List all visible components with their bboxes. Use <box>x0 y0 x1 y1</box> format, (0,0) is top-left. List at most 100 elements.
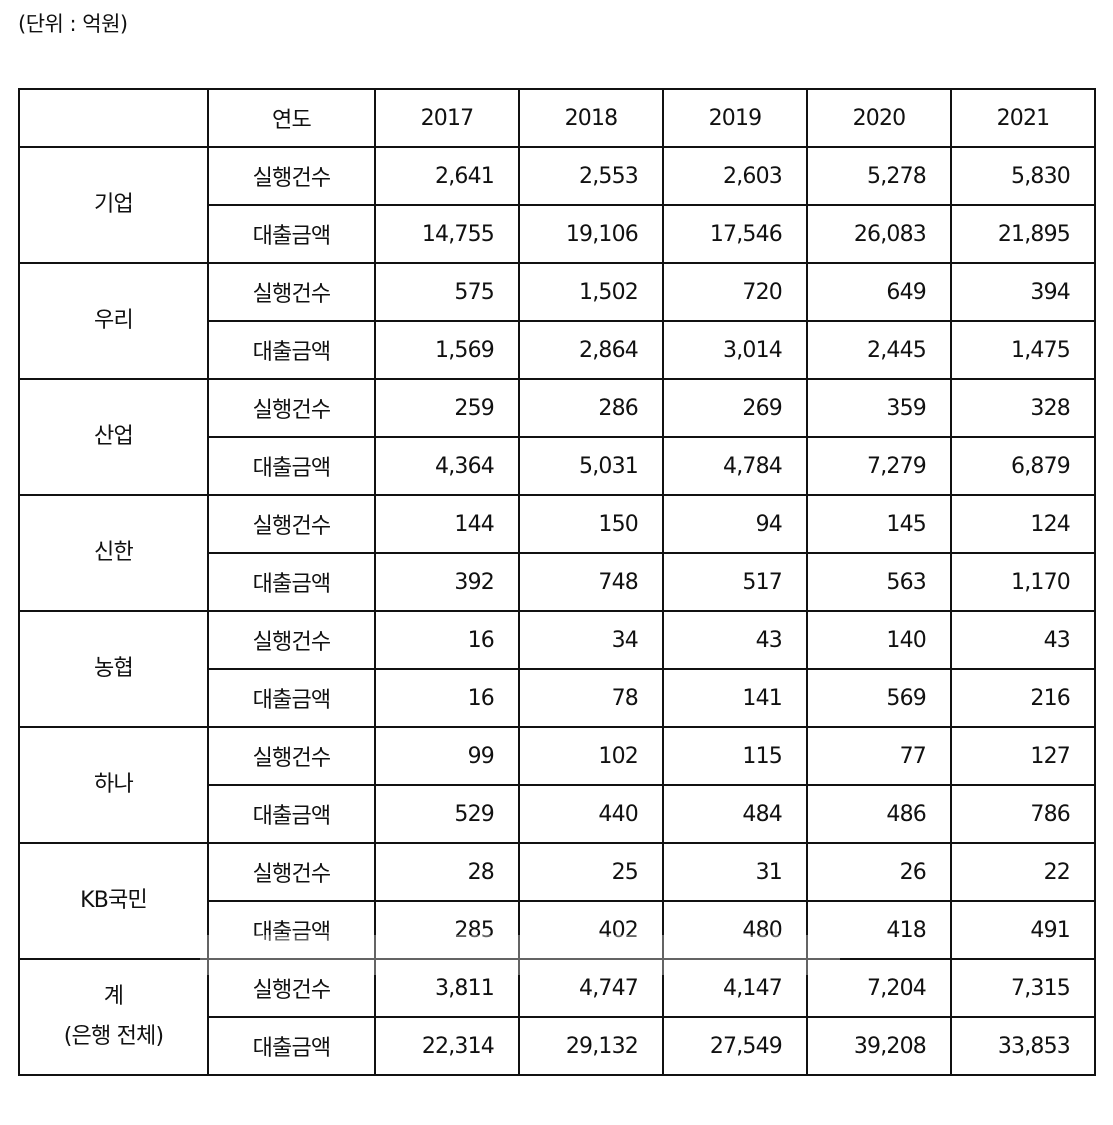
bank-name-cell: 기업 <box>18 146 209 264</box>
value-cell: 720 <box>662 262 808 322</box>
bank-name: 우리 <box>94 308 134 333</box>
value-cell: 529 <box>374 784 520 844</box>
value-cell: 517 <box>662 552 808 612</box>
value-cell: 259 <box>374 378 520 438</box>
value-cell: 26,083 <box>806 204 952 264</box>
value-cell: 22,314 <box>374 1016 520 1076</box>
bank-name-subtitle: (은행 전체) <box>63 1024 164 1049</box>
table-row: 대출금액 1,569 2,864 3,014 2,445 1,475 <box>19 320 1096 380</box>
value-cell: 569 <box>806 668 952 728</box>
metric-label: 실행건수 <box>207 842 376 902</box>
value-cell: 150 <box>518 494 664 554</box>
value-cell: 94 <box>662 494 808 554</box>
value-cell: 14,755 <box>374 204 520 264</box>
value-cell: 4,364 <box>374 436 520 496</box>
value-cell: 31 <box>662 842 808 902</box>
corner-cell <box>18 88 209 148</box>
value-cell: 145 <box>806 494 952 554</box>
value-cell: 5,278 <box>806 146 952 206</box>
value-cell: 7,204 <box>806 958 952 1018</box>
metric-label: 대출금액 <box>207 320 376 380</box>
metric-label: 실행건수 <box>207 958 376 1018</box>
value-cell: 440 <box>518 784 664 844</box>
value-cell: 7,315 <box>950 958 1096 1018</box>
metric-label: 대출금액 <box>207 204 376 264</box>
value-cell: 127 <box>950 726 1096 786</box>
table-row: 대출금액 529 440 484 486 786 <box>19 784 1096 844</box>
unit-label: (단위 : 억원) <box>18 12 128 36</box>
table-row: KB국민 실행건수 28 25 31 26 22 <box>18 842 1096 960</box>
value-cell: 33,853 <box>950 1016 1096 1076</box>
value-cell: 484 <box>662 784 808 844</box>
value-cell: 28 <box>374 842 520 902</box>
metric-label: 대출금액 <box>207 784 376 844</box>
value-cell: 16 <box>374 610 520 670</box>
year-header: 2017 <box>374 88 520 148</box>
value-cell: 99 <box>374 726 520 786</box>
value-cell: 2,445 <box>806 320 952 380</box>
value-cell: 115 <box>662 726 808 786</box>
value-cell: 25 <box>518 842 664 902</box>
table-row: 기업 실행건수 2,641 2,553 2,603 5,278 5,830 <box>18 146 1096 264</box>
value-cell: 5,031 <box>518 436 664 496</box>
year-header: 2018 <box>518 88 664 148</box>
value-cell: 269 <box>662 378 808 438</box>
metric-label: 대출금액 <box>207 668 376 728</box>
metric-label: 대출금액 <box>207 552 376 612</box>
value-cell: 26 <box>806 842 952 902</box>
value-cell: 1,170 <box>950 552 1096 612</box>
value-cell: 216 <box>950 668 1096 728</box>
table-row: 대출금액 16 78 141 569 216 <box>19 668 1096 728</box>
value-cell: 16 <box>374 668 520 728</box>
value-cell: 786 <box>950 784 1096 844</box>
value-cell: 2,553 <box>518 146 664 206</box>
value-cell: 649 <box>806 262 952 322</box>
value-cell: 1,569 <box>374 320 520 380</box>
value-cell: 141 <box>662 668 808 728</box>
value-cell: 2,641 <box>374 146 520 206</box>
table-row: 대출금액 392 748 517 563 1,170 <box>19 552 1096 612</box>
bank-name: 신한 <box>94 540 134 565</box>
table-row: 산업 실행건수 259 286 269 359 328 <box>18 378 1096 496</box>
bank-name: 계 <box>103 984 124 1009</box>
bank-name-cell: 계 (은행 전체) <box>18 958 209 1076</box>
table-row: 대출금액 4,364 5,031 4,784 7,279 6,879 <box>19 436 1096 496</box>
bank-name-cell: 산업 <box>18 378 209 496</box>
metric-label: 대출금액 <box>207 1016 376 1076</box>
value-cell: 359 <box>806 378 952 438</box>
table-row: 농협 실행건수 16 34 43 140 43 <box>18 610 1096 728</box>
value-cell: 2,864 <box>518 320 664 380</box>
value-cell: 4,784 <box>662 436 808 496</box>
value-cell: 575 <box>374 262 520 322</box>
value-cell: 39,208 <box>806 1016 952 1076</box>
value-cell: 394 <box>950 262 1096 322</box>
metric-label: 실행건수 <box>207 146 376 206</box>
value-cell: 43 <box>662 610 808 670</box>
loan-statistics-table: 연도 2017 2018 2019 2020 2021 기업 실행건수 2,641 2… <box>18 88 1096 1076</box>
bank-name: 하나 <box>94 772 134 797</box>
bank-name: 농협 <box>94 656 134 681</box>
value-cell: 392 <box>374 552 520 612</box>
value-cell: 3,811 <box>374 958 520 1018</box>
bank-name-cell: 우리 <box>18 262 209 380</box>
metric-label: 실행건수 <box>207 378 376 438</box>
value-cell: 22 <box>950 842 1096 902</box>
value-cell: 19,106 <box>518 204 664 264</box>
value-cell: 491 <box>950 900 1096 960</box>
value-cell: 4,747 <box>518 958 664 1018</box>
metric-label: 실행건수 <box>207 726 376 786</box>
metric-label: 대출금액 <box>207 900 376 960</box>
value-cell: 2,603 <box>662 146 808 206</box>
year-label-header: 연도 <box>207 88 376 148</box>
value-cell: 17,546 <box>662 204 808 264</box>
bank-name: 기업 <box>94 192 134 217</box>
value-cell: 78 <box>518 668 664 728</box>
value-cell: 34 <box>518 610 664 670</box>
bank-name-cell: 하나 <box>18 726 209 844</box>
value-cell: 144 <box>374 494 520 554</box>
metric-label: 실행건수 <box>207 610 376 670</box>
table-row: 우리 실행건수 575 1,502 720 649 394 <box>18 262 1096 380</box>
value-cell: 29,132 <box>518 1016 664 1076</box>
value-cell: 1,475 <box>950 320 1096 380</box>
table-row: 대출금액 14,755 19,106 17,546 26,083 21,895 <box>19 204 1096 264</box>
